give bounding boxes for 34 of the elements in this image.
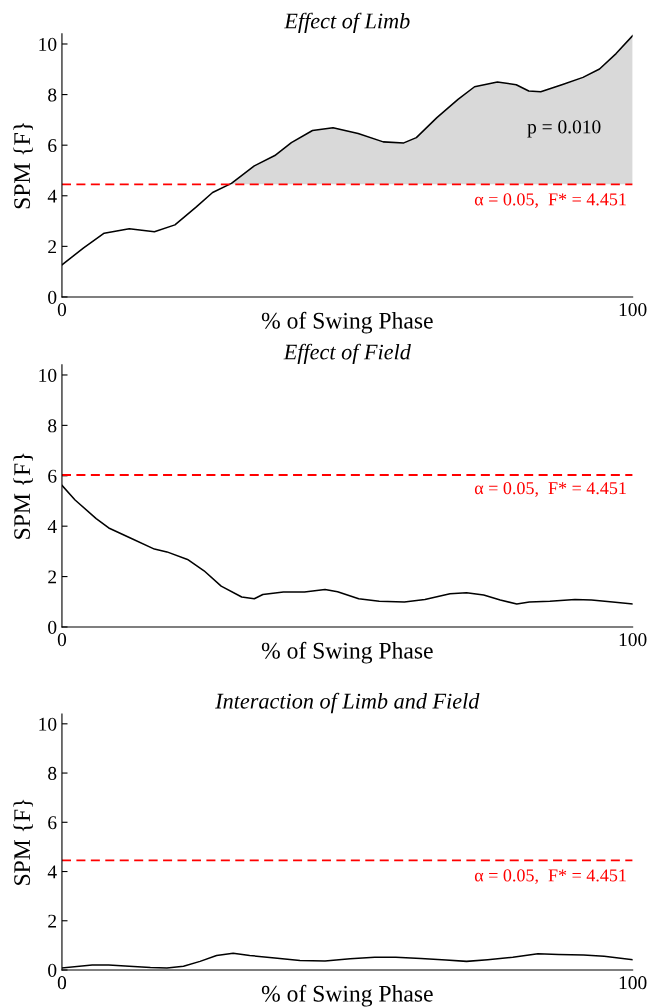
annotation: α = 0.05, F* = 4.451 [474, 482, 626, 497]
chart-title: Interaction of Limb and Field [215, 692, 480, 714]
y-tick-label: 0 [48, 290, 57, 304]
y-tick-label: 4 [47, 189, 57, 203]
y-tick-label: 10 [39, 37, 57, 51]
x-axis-title: % of Swing Phase [261, 641, 433, 664]
y-tick-label: 4 [47, 865, 57, 879]
y-axis-title: SPM {F} [13, 799, 33, 885]
y-tick-label: 8 [48, 88, 57, 102]
y-tick-label: 6 [48, 139, 57, 153]
y-tick-label: 10 [39, 368, 57, 382]
x-axis-title: % of Swing Phase [261, 984, 433, 1007]
y-tick-label: 2 [48, 240, 57, 254]
chart-title: Effect of Limb [284, 12, 410, 34]
y-tick-label: 10 [39, 717, 57, 731]
ref-line-label: α = 0.05, F* = 4.451 [474, 869, 626, 885]
y-tick-label: 6 [48, 816, 57, 830]
chart-title: Effect of Field [283, 343, 411, 365]
y-axis-title: SPM {F} [13, 123, 33, 209]
ref-line-label: α = 0.05, F* = 4.451 [474, 193, 626, 208]
annotation: p = 0.010 [527, 120, 601, 138]
y-tick-label: 8 [48, 419, 57, 433]
y-tick-label: 0 [48, 620, 57, 634]
y-tick-label: 0 [48, 963, 57, 977]
x-axis-title: % of Swing Phase [261, 311, 433, 334]
x-tick-label: 100 [619, 633, 647, 647]
x-tick-label: 100 [619, 303, 647, 317]
y-tick-label: 6 [48, 469, 57, 483]
y-tick-label: 2 [48, 914, 57, 928]
x-tick-label: 100 [619, 976, 647, 990]
y-tick-label: 2 [48, 570, 57, 584]
y-axis-title: SPM {F} [13, 453, 33, 539]
y-tick-label: 8 [48, 766, 57, 780]
y-tick-label: 4 [47, 520, 57, 533]
